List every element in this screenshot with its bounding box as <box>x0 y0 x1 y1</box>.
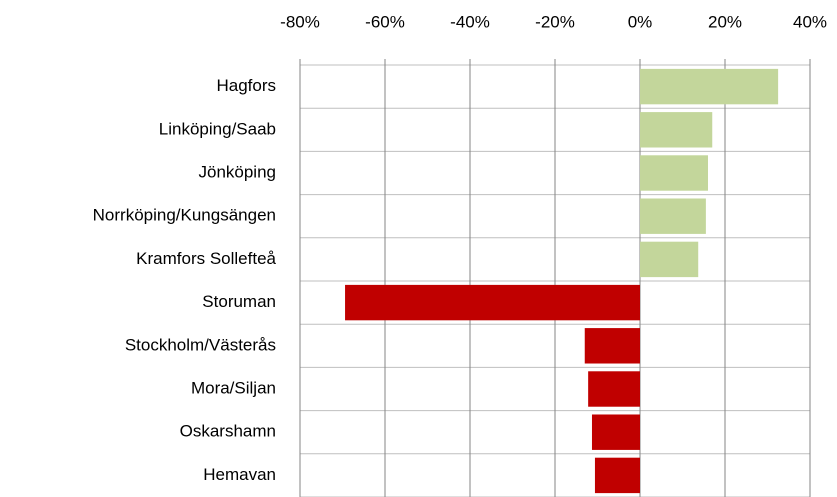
bar <box>640 112 713 148</box>
y-tick-label: Hagfors <box>216 76 276 95</box>
x-tick-label: -20% <box>535 12 575 31</box>
bar <box>591 414 640 450</box>
bar <box>588 371 640 407</box>
y-tick-label: Norrköping/Kungsängen <box>93 206 276 225</box>
y-tick-label: Storuman <box>202 292 276 311</box>
x-tick-label: 20% <box>708 12 742 31</box>
y-tick-label: Linköping/Saab <box>159 119 276 138</box>
bar <box>640 241 699 278</box>
x-tick-label: -40% <box>450 12 490 31</box>
y-tick-label: Kramfors Sollefteå <box>136 249 276 268</box>
y-tick-label: Oskarshamn <box>180 422 276 441</box>
bar <box>594 457 640 494</box>
y-tick-label: Mora/Siljan <box>191 378 276 397</box>
x-tick-label: 40% <box>793 12 827 31</box>
y-tick-label: Hemavan <box>203 465 276 484</box>
x-tick-label: 0% <box>628 12 653 31</box>
bar <box>640 155 708 191</box>
y-tick-label: Jönköping <box>198 162 276 181</box>
y-tick-label: Stockholm/Västerås <box>125 335 276 354</box>
bar <box>584 328 640 364</box>
x-tick-label: -80% <box>280 12 320 31</box>
bar <box>640 198 706 234</box>
x-tick-label: -60% <box>365 12 405 31</box>
bar <box>345 284 640 321</box>
bar <box>640 68 779 105</box>
